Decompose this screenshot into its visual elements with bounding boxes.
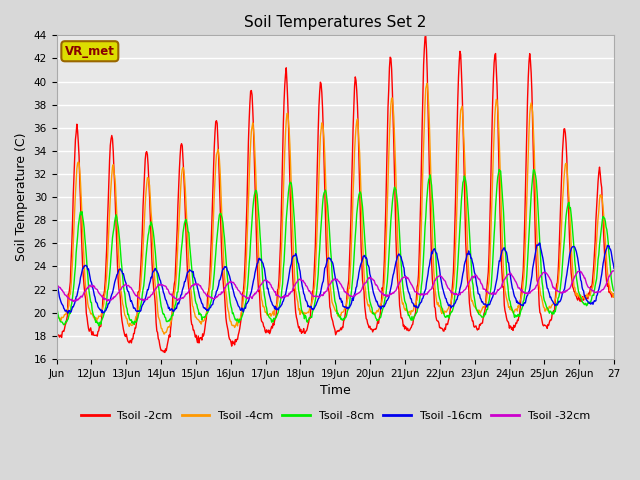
Y-axis label: Soil Temperature (C): Soil Temperature (C) (15, 133, 28, 262)
Title: Soil Temperatures Set 2: Soil Temperatures Set 2 (244, 15, 426, 30)
X-axis label: Time: Time (320, 384, 351, 397)
Legend: Tsoil -2cm, Tsoil -4cm, Tsoil -8cm, Tsoil -16cm, Tsoil -32cm: Tsoil -2cm, Tsoil -4cm, Tsoil -8cm, Tsoi… (76, 407, 594, 425)
Text: VR_met: VR_met (65, 45, 115, 58)
